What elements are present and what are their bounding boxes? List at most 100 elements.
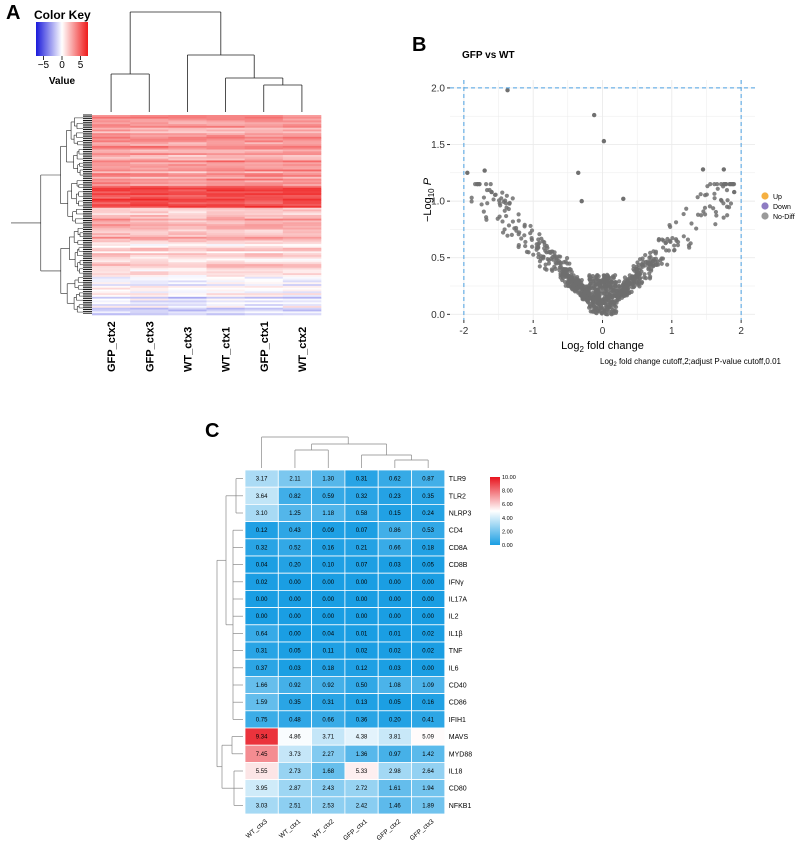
heatmap-c-value: 0.16 (322, 545, 334, 551)
heatmap-a-cell (168, 131, 207, 134)
heatmap-c-value: 0.00 (289, 597, 301, 603)
heatmap-a-cell (92, 173, 131, 176)
volcano-points (465, 87, 737, 317)
heatmap-a-cell (282, 204, 322, 207)
heatmap-a-cell (168, 289, 207, 292)
heatmap-c-value: 0.31 (356, 477, 368, 483)
volcano-point (481, 195, 487, 200)
heatmap-a-cell (130, 296, 169, 299)
heatmap-a-cell (244, 245, 284, 249)
volcano-point (493, 192, 498, 197)
heatmap-a-cell (168, 304, 207, 307)
heatmap-a-cell (92, 135, 131, 138)
heatmap-a-cell (130, 125, 169, 129)
heatmap-a-cell (282, 129, 322, 132)
heatmap-a-cell (92, 195, 131, 198)
heatmap-c-value: 2.43 (322, 786, 334, 792)
volcano-point (713, 222, 718, 227)
heatmap-a-cell (282, 307, 322, 310)
heatmap-a-cell (92, 164, 131, 167)
heatmap-a-cell (244, 184, 284, 187)
heatmap-c-scale-label: 6.00 (502, 502, 513, 508)
heatmap-a-cell (206, 129, 245, 132)
heatmap-a-cell (206, 131, 245, 134)
volcano-point (557, 254, 563, 259)
heatmap-a-cell (282, 162, 322, 165)
heatmap-a-cell (244, 122, 284, 125)
heatmap-a-column-label: GFP_ctx2 (106, 321, 118, 372)
volcano-point (640, 264, 646, 269)
heatmap-a-cell (206, 258, 245, 261)
heatmap-a-cell (244, 200, 284, 203)
heatmap-a-cell (206, 215, 245, 218)
heatmap-a-cell (92, 307, 131, 310)
heatmap-a-cell (206, 165, 245, 169)
volcano-point (543, 248, 548, 253)
heatmap-c-row-label: IFNγ (449, 579, 464, 586)
heatmap-a-cell (130, 280, 169, 283)
heatmap-c-value: 0.23 (389, 494, 401, 500)
heatmap-a-cell (130, 225, 169, 229)
heatmap-a-cell (130, 155, 169, 158)
heatmap-a-cell (92, 193, 131, 196)
heatmap-a-cell (244, 153, 284, 156)
volcano-point (488, 182, 493, 187)
heatmap-c-value: 0.02 (389, 649, 401, 655)
heatmap-a-cell (130, 253, 169, 256)
volcano-legend-label: Down (773, 204, 791, 211)
heatmap-c-value: 0.87 (422, 477, 434, 483)
heatmap-a-cell (244, 251, 284, 254)
heatmap-a-cell (206, 169, 245, 172)
heatmap-a-cell (168, 240, 207, 243)
heatmap-a-cell (244, 185, 284, 189)
heatmap-a-cell (206, 307, 245, 310)
heatmap-a-cell (206, 313, 245, 316)
heatmap-a-cell (92, 156, 131, 159)
heatmap-c-value: 0.24 (422, 511, 434, 517)
heatmap-a-cell (168, 115, 207, 118)
heatmap-a-cell (92, 227, 131, 230)
heatmap-a-cell (282, 142, 322, 145)
volcano-point (538, 256, 544, 262)
volcano-point (575, 274, 580, 280)
volcano-point (528, 231, 533, 236)
heatmap-c-value: 1.89 (422, 803, 434, 809)
heatmap-a-cell (130, 258, 169, 261)
heatmap-a-cell (206, 189, 245, 192)
volcano-point (704, 192, 709, 197)
heatmap-c-value: 0.05 (389, 700, 401, 706)
heatmap-c-value: 1.59 (256, 700, 268, 706)
heatmap-a-cell (206, 304, 245, 307)
heatmap-c-value: 0.20 (389, 717, 401, 723)
heatmap-a-cell (130, 124, 169, 127)
heatmap-a-cell (92, 278, 131, 281)
heatmap-a-cell (168, 227, 207, 230)
volcano-point (725, 198, 730, 203)
volcano-point (694, 226, 699, 231)
heatmap-a-cell (206, 267, 245, 270)
heatmap-a-cell (206, 216, 245, 219)
heatmap-a-cell (282, 227, 322, 230)
heatmap-a-cell (92, 282, 131, 285)
heatmap-a-cell (130, 251, 169, 254)
heatmap-a-cell (130, 129, 169, 132)
heatmap-c-row-label: IL2 (449, 614, 459, 621)
heatmap-a-cell (130, 298, 169, 301)
heatmap-a-cell (206, 205, 245, 209)
volcano-point (485, 201, 490, 206)
heatmap-a-cell (130, 120, 169, 123)
volcano-y-label-part: −Log (422, 197, 434, 222)
volcano-point (699, 213, 704, 218)
heatmap-a-cell (244, 236, 284, 239)
heatmap-a-cell (244, 131, 284, 134)
volcano-point (611, 302, 617, 307)
heatmap-a-cell (244, 162, 284, 165)
volcano-point (642, 275, 647, 280)
heatmap-a-cell (244, 211, 284, 214)
heatmap-a-cell (130, 184, 169, 187)
volcano-y-label: −Log10 P (422, 177, 436, 222)
volcano-x-label-part: fold change (584, 340, 644, 352)
heatmap-a-cell (92, 144, 131, 147)
heatmap-a-cell (92, 189, 131, 192)
heatmap-a-cell (92, 136, 131, 139)
